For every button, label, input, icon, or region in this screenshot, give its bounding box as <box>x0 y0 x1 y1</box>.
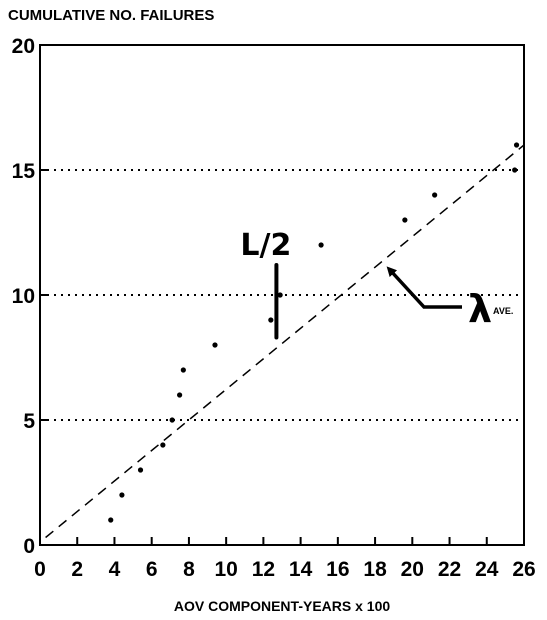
data-point <box>180 367 186 373</box>
rate-label: λ <box>468 287 492 331</box>
x-tick-label: 2 <box>71 558 83 581</box>
data-point <box>160 442 166 448</box>
x-tick-label: 22 <box>438 558 461 581</box>
data-point <box>119 492 125 498</box>
data-point <box>137 467 144 473</box>
x-tick-label: 12 <box>252 558 275 581</box>
data-point <box>212 342 218 348</box>
data-point <box>169 417 175 423</box>
average-rate-fit-line <box>45 144 525 539</box>
x-axis-label: AOV COMPONENT-YEARS x 100 <box>174 598 390 614</box>
y-axis-label: CUMULATIVE NO. FAILURES <box>8 7 214 24</box>
data-point <box>512 167 518 173</box>
y-tick-label: 15 <box>12 160 36 183</box>
data-points <box>108 142 520 523</box>
y-tick-label: 20 <box>12 35 35 58</box>
x-tick-label: 26 <box>512 558 535 581</box>
x-tick-label: 4 <box>109 558 121 581</box>
data-point <box>318 242 324 248</box>
x-tick-label: 20 <box>401 558 424 581</box>
y-axis-ticks: 0 5 10 15 20 <box>12 35 48 558</box>
x-tick-label: 14 <box>289 558 313 581</box>
y-tick-label: 5 <box>23 410 35 433</box>
x-tick-label: 18 <box>363 558 387 581</box>
rate-subscript: AVE. <box>493 306 513 316</box>
x-axis-ticks: 0 2 4 6 8 10 12 14 16 18 20 22 24 26 <box>34 537 536 581</box>
x-tick-label: 24 <box>475 558 499 581</box>
x-tick-label: 0 <box>34 558 46 581</box>
data-point <box>513 142 520 148</box>
x-tick-label: 16 <box>326 558 349 581</box>
data-point <box>177 392 183 398</box>
x-tick-label: 10 <box>214 558 237 581</box>
data-point <box>402 217 408 223</box>
data-point <box>268 317 274 323</box>
data-point <box>108 517 114 523</box>
x-tick-label: 6 <box>146 558 158 581</box>
half-interval-label: L/2 <box>240 228 291 263</box>
data-point <box>432 192 438 198</box>
y-tick-label: 0 <box>23 535 35 558</box>
x-tick-label: 8 <box>183 558 195 581</box>
data-point <box>277 292 283 298</box>
rate-arrow <box>386 266 462 309</box>
y-tick-label: 10 <box>12 285 35 308</box>
